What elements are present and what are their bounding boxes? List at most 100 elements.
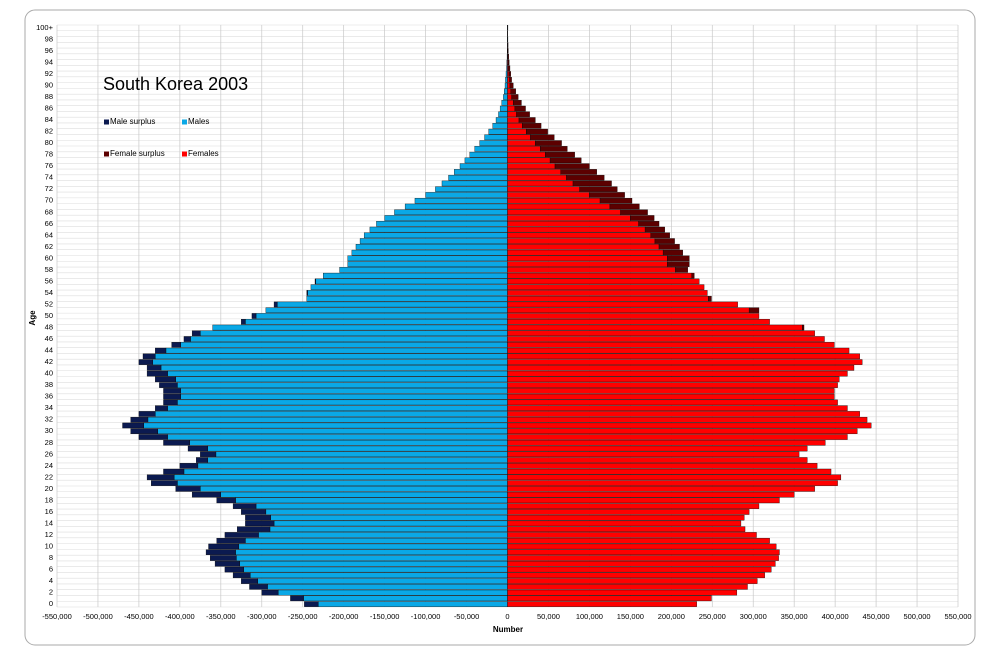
bar	[146, 474, 175, 481]
bar	[177, 382, 508, 388]
bar	[513, 100, 522, 106]
bar	[384, 215, 508, 221]
y-tick-label: 100+	[36, 23, 54, 32]
bar	[180, 393, 508, 400]
bar	[177, 399, 508, 406]
bar	[507, 174, 567, 181]
bar	[339, 267, 508, 273]
bar	[507, 595, 712, 602]
bar	[507, 157, 551, 164]
x-tick-label: -100,000	[411, 612, 441, 621]
x-tick-label: -250,000	[288, 612, 318, 621]
x-tick-label: 350,000	[781, 612, 808, 621]
bar	[179, 463, 199, 469]
bar	[540, 146, 568, 152]
bar	[191, 491, 221, 498]
bar	[205, 549, 236, 556]
bar	[650, 232, 670, 239]
bar	[507, 186, 580, 192]
bar	[175, 376, 508, 383]
x-tick-label: 550,000	[944, 612, 971, 621]
y-tick-label: 20	[45, 484, 53, 493]
legend-label: Male surplus	[110, 117, 155, 126]
bar	[404, 203, 508, 210]
bar	[507, 290, 708, 296]
bar	[507, 514, 745, 521]
bar	[507, 532, 757, 538]
x-tick-label: 400,000	[822, 612, 849, 621]
y-tick-label: 42	[45, 357, 53, 366]
bar	[310, 284, 508, 290]
bar	[425, 192, 508, 198]
bar	[507, 359, 863, 365]
bar	[507, 526, 746, 532]
bar	[501, 100, 508, 106]
bar	[507, 509, 750, 515]
bar	[277, 301, 508, 308]
legend-label: Males	[188, 117, 209, 126]
y-tick-label: 98	[45, 34, 53, 43]
bar	[369, 226, 508, 233]
bar	[163, 393, 181, 400]
bar	[224, 566, 244, 573]
bar	[147, 416, 508, 423]
bar	[245, 537, 508, 544]
y-axis-label: Age	[28, 310, 37, 326]
y-tick-label: 74	[45, 173, 53, 182]
bar	[173, 474, 508, 481]
bar	[216, 497, 236, 504]
bar	[138, 359, 154, 365]
y-tick-label: 72	[45, 184, 53, 193]
bar	[507, 319, 770, 325]
bar	[507, 238, 656, 244]
bar	[167, 370, 508, 377]
y-tick-label: 58	[45, 265, 53, 274]
bar	[454, 169, 508, 175]
y-tick-label: 90	[45, 80, 53, 89]
bar	[258, 532, 508, 538]
bar	[507, 365, 855, 371]
bar	[507, 405, 848, 411]
bar	[507, 255, 668, 262]
y-tick-label: 78	[45, 150, 53, 159]
y-tick-label: 40	[45, 369, 53, 378]
bar	[241, 319, 246, 325]
y-tick-label: 62	[45, 242, 53, 251]
bar	[526, 128, 548, 135]
bar	[511, 94, 519, 100]
bar	[215, 451, 508, 458]
bar	[507, 151, 546, 158]
bar	[236, 555, 508, 561]
bar	[159, 382, 178, 388]
bar	[175, 486, 201, 492]
bar	[200, 486, 508, 492]
y-tick-label: 32	[45, 415, 53, 424]
bar	[351, 249, 508, 256]
bar	[122, 422, 144, 429]
bar	[507, 76, 510, 83]
bar	[507, 272, 692, 279]
bar	[251, 313, 257, 319]
bar	[507, 100, 514, 106]
bar	[620, 209, 648, 216]
bar	[180, 388, 508, 394]
bar	[507, 88, 511, 95]
bar	[130, 428, 158, 435]
x-tick-label: -400,000	[165, 612, 195, 621]
bar	[507, 336, 825, 342]
x-tick-label: 150,000	[617, 612, 644, 621]
bar	[138, 411, 156, 417]
bar	[157, 428, 508, 435]
bar	[545, 151, 575, 158]
bar	[261, 589, 279, 596]
bar	[507, 566, 772, 573]
bar	[507, 422, 872, 429]
bar	[507, 370, 848, 377]
bar	[507, 71, 510, 77]
bar	[505, 76, 508, 83]
bar	[507, 353, 860, 360]
y-tick-label: 60	[45, 253, 53, 262]
bar	[522, 123, 542, 129]
bar	[243, 566, 508, 573]
